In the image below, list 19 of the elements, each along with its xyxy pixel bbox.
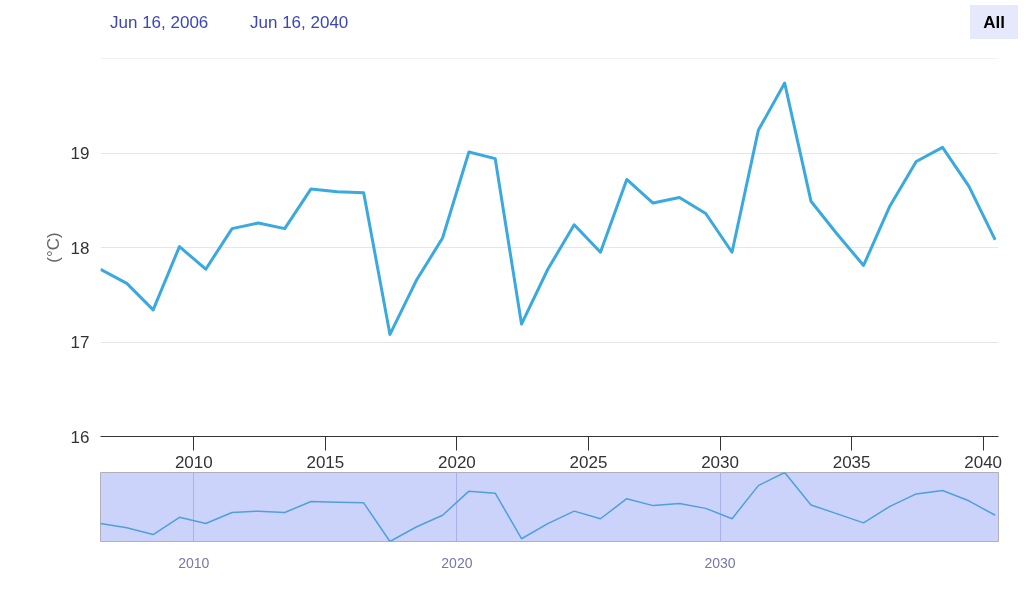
x-tick-label: 2020 (437, 452, 476, 472)
y-axis-title: (°C) (43, 232, 63, 263)
text: Jun 16, 2006 (110, 12, 209, 34)
text: Jun 16, 2040 (250, 12, 349, 34)
x-tick-label: 2015 (306, 452, 345, 472)
x-tick-label: 2010 (178, 554, 210, 571)
y-tick-label: 17 (70, 333, 90, 352)
x-tick-label: 2035 (832, 452, 871, 472)
text: All (983, 12, 1005, 34)
y-tick-label: 16 (70, 427, 90, 447)
y-tick-label: 19 (70, 144, 90, 163)
line-series (100, 81, 997, 336)
x-tick-label: 2040 (964, 452, 1003, 472)
x-tick-label: 2030 (701, 452, 739, 472)
y-tick-label: 18 (70, 238, 90, 258)
x-tick-label: 2025 (569, 452, 608, 472)
x-tick-label: 2020 (441, 554, 473, 571)
x-tick-label: 2010 (174, 452, 213, 472)
x-tick-label: 2030 (704, 554, 736, 571)
